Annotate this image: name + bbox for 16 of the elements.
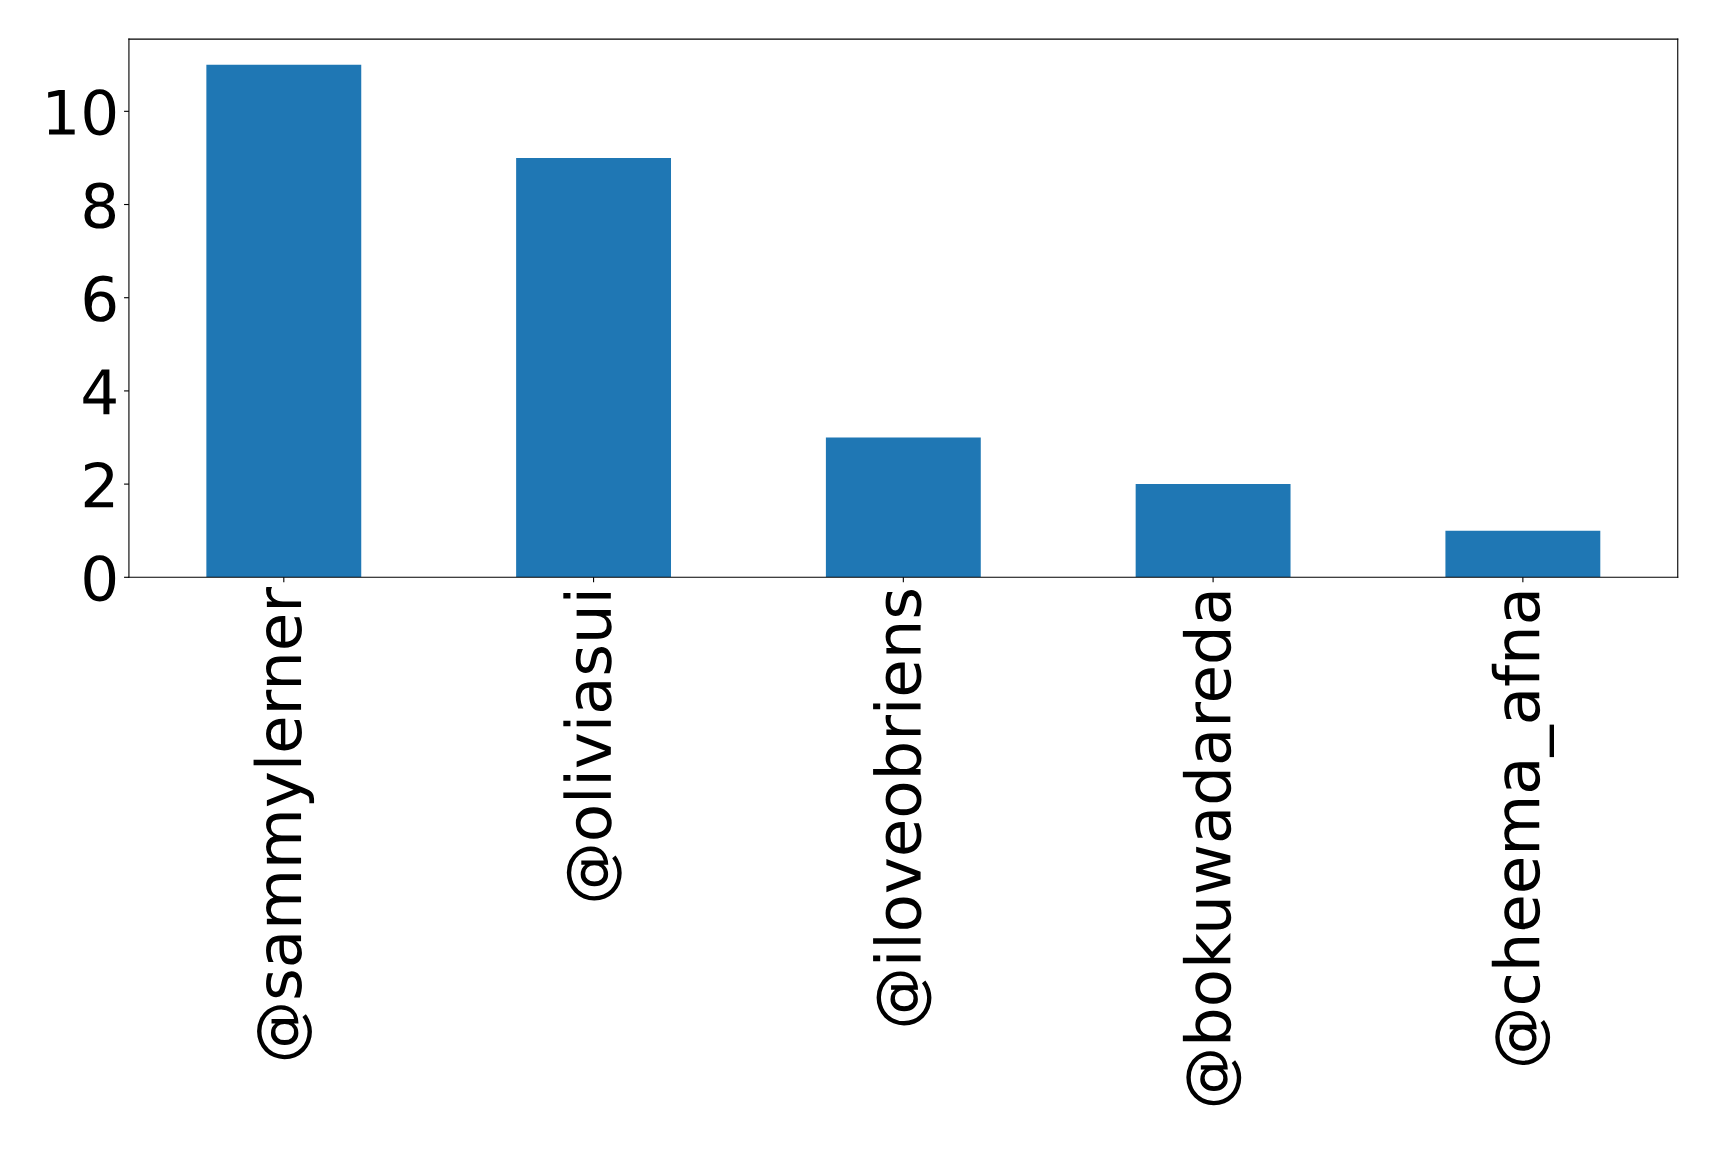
bar bbox=[516, 157, 672, 578]
x-tick-label: @bokuwadareda bbox=[1182, 592, 1242, 1106]
x-tick-label: @sammylerner bbox=[253, 587, 315, 1060]
y-tick-label: 4 bbox=[83, 369, 116, 415]
bar bbox=[825, 437, 981, 578]
y-tick-label: 2 bbox=[84, 461, 114, 508]
x-tick-label: @cheema_afna bbox=[1491, 592, 1554, 1065]
y-tick-label: 10 bbox=[48, 89, 116, 136]
bar bbox=[1445, 530, 1601, 578]
y-tick-label: 0 bbox=[84, 555, 116, 602]
y-tick-label: 6 bbox=[84, 275, 116, 322]
bar bbox=[206, 64, 362, 578]
y-tick-label: 8 bbox=[84, 182, 116, 229]
x-tick-label: @iloveobriens bbox=[873, 590, 932, 1026]
bar bbox=[1135, 484, 1291, 578]
x-tick-label: @oliviasui bbox=[563, 592, 622, 901]
